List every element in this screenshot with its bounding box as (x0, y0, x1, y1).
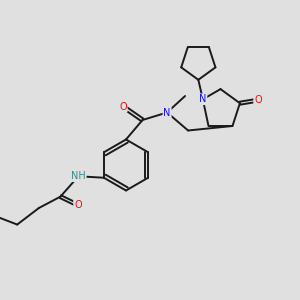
Text: O: O (74, 200, 82, 210)
Text: O: O (119, 101, 127, 112)
Text: N: N (199, 94, 206, 104)
Text: NH: NH (71, 171, 86, 181)
Text: O: O (254, 95, 262, 105)
Text: N: N (164, 107, 171, 118)
